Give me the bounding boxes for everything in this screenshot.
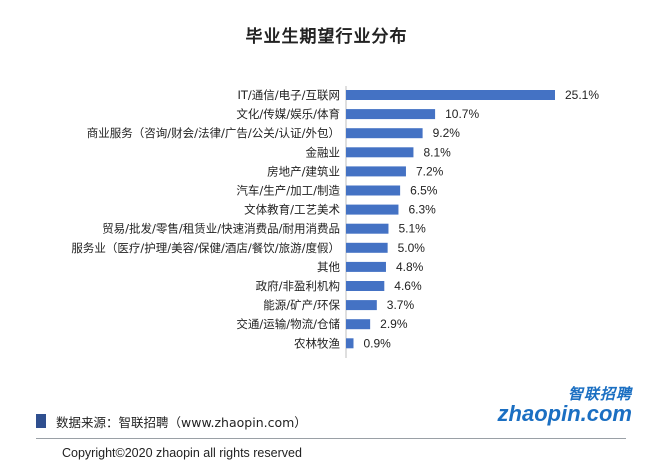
bar [346, 319, 371, 330]
category-label: 金融业 [306, 145, 341, 159]
copyright-text: Copyright©2020 zhaopin all rights reserv… [62, 446, 302, 460]
category-label: 商业服务（咨询/财会/法律/广告/公关/认证/外包） [87, 126, 340, 140]
category-label: 能源/矿产/环保 [263, 298, 340, 312]
bar [346, 223, 389, 234]
bar-chart: IT/通信/电子/互联网 25.1% 文化/传媒/娱乐/体育 10.7% 商业服务（咨询… [71, 86, 599, 358]
category-label: 房地产/建筑业 [267, 164, 340, 178]
value-label: 0.9% [363, 336, 391, 350]
bars-layer: IT/通信/电子/互联网 25.1% 文化/传媒/娱乐/体育 10.7% 商业服务（咨询… [71, 88, 599, 350]
bar [346, 90, 555, 100]
bar [346, 128, 423, 139]
value-label: 2.9% [380, 317, 408, 331]
footer-divider [36, 438, 626, 439]
bar [346, 109, 436, 120]
chart-title: 毕业生期望行业分布 [245, 27, 408, 47]
value-label: 5.0% [398, 241, 426, 255]
category-label: 服务业（医疗/护理/美容/保健/酒店/餐饮/旅游/度假） [71, 241, 340, 255]
value-label: 4.6% [394, 279, 422, 293]
value-label: 7.2% [416, 164, 444, 178]
value-label: 3.7% [387, 298, 415, 312]
category-label: 交通/运输/物流/仓储 [236, 317, 340, 331]
category-label: 贸易/批发/零售/租赁业/快速消费品/耐用消费品 [102, 222, 340, 236]
bar [346, 185, 401, 196]
bar [346, 281, 385, 291]
logo-cn-text: 智联招聘 [567, 385, 632, 403]
bar [346, 204, 399, 215]
category-label: 其他 [317, 260, 340, 274]
value-label: 8.1% [423, 145, 451, 159]
source-marker [36, 414, 46, 428]
source-text: 数据来源：智联招聘（www.zhaopin.com） [56, 414, 307, 430]
category-label: IT/通信/电子/互联网 [237, 88, 340, 102]
category-label: 文体教育/工艺美术 [244, 203, 340, 217]
bar [346, 166, 406, 177]
category-label: 汽车/生产/加工/制造 [236, 184, 340, 198]
value-label: 25.1% [565, 88, 599, 102]
value-label: 6.5% [410, 184, 438, 198]
value-label: 6.3% [408, 203, 436, 217]
bar [346, 300, 377, 311]
bar [346, 338, 354, 349]
bar [346, 147, 414, 158]
data-source: 数据来源：智联招聘（www.zhaopin.com） [36, 413, 307, 430]
category-label: 政府/非盈利机构 [256, 279, 340, 293]
value-label: 9.2% [433, 126, 461, 140]
category-label: 文化/传媒/娱乐/体育 [236, 107, 340, 121]
zhaopin-logo: 智联招聘 zhaopin.com [498, 383, 638, 433]
value-label: 10.7% [445, 107, 479, 121]
value-label: 5.1% [398, 222, 426, 236]
category-label: 农林牧渔 [294, 336, 340, 350]
bar [346, 261, 386, 272]
bar [346, 242, 388, 253]
logo-en-text: zhaopin.com [497, 401, 632, 426]
value-label: 4.8% [396, 260, 424, 274]
